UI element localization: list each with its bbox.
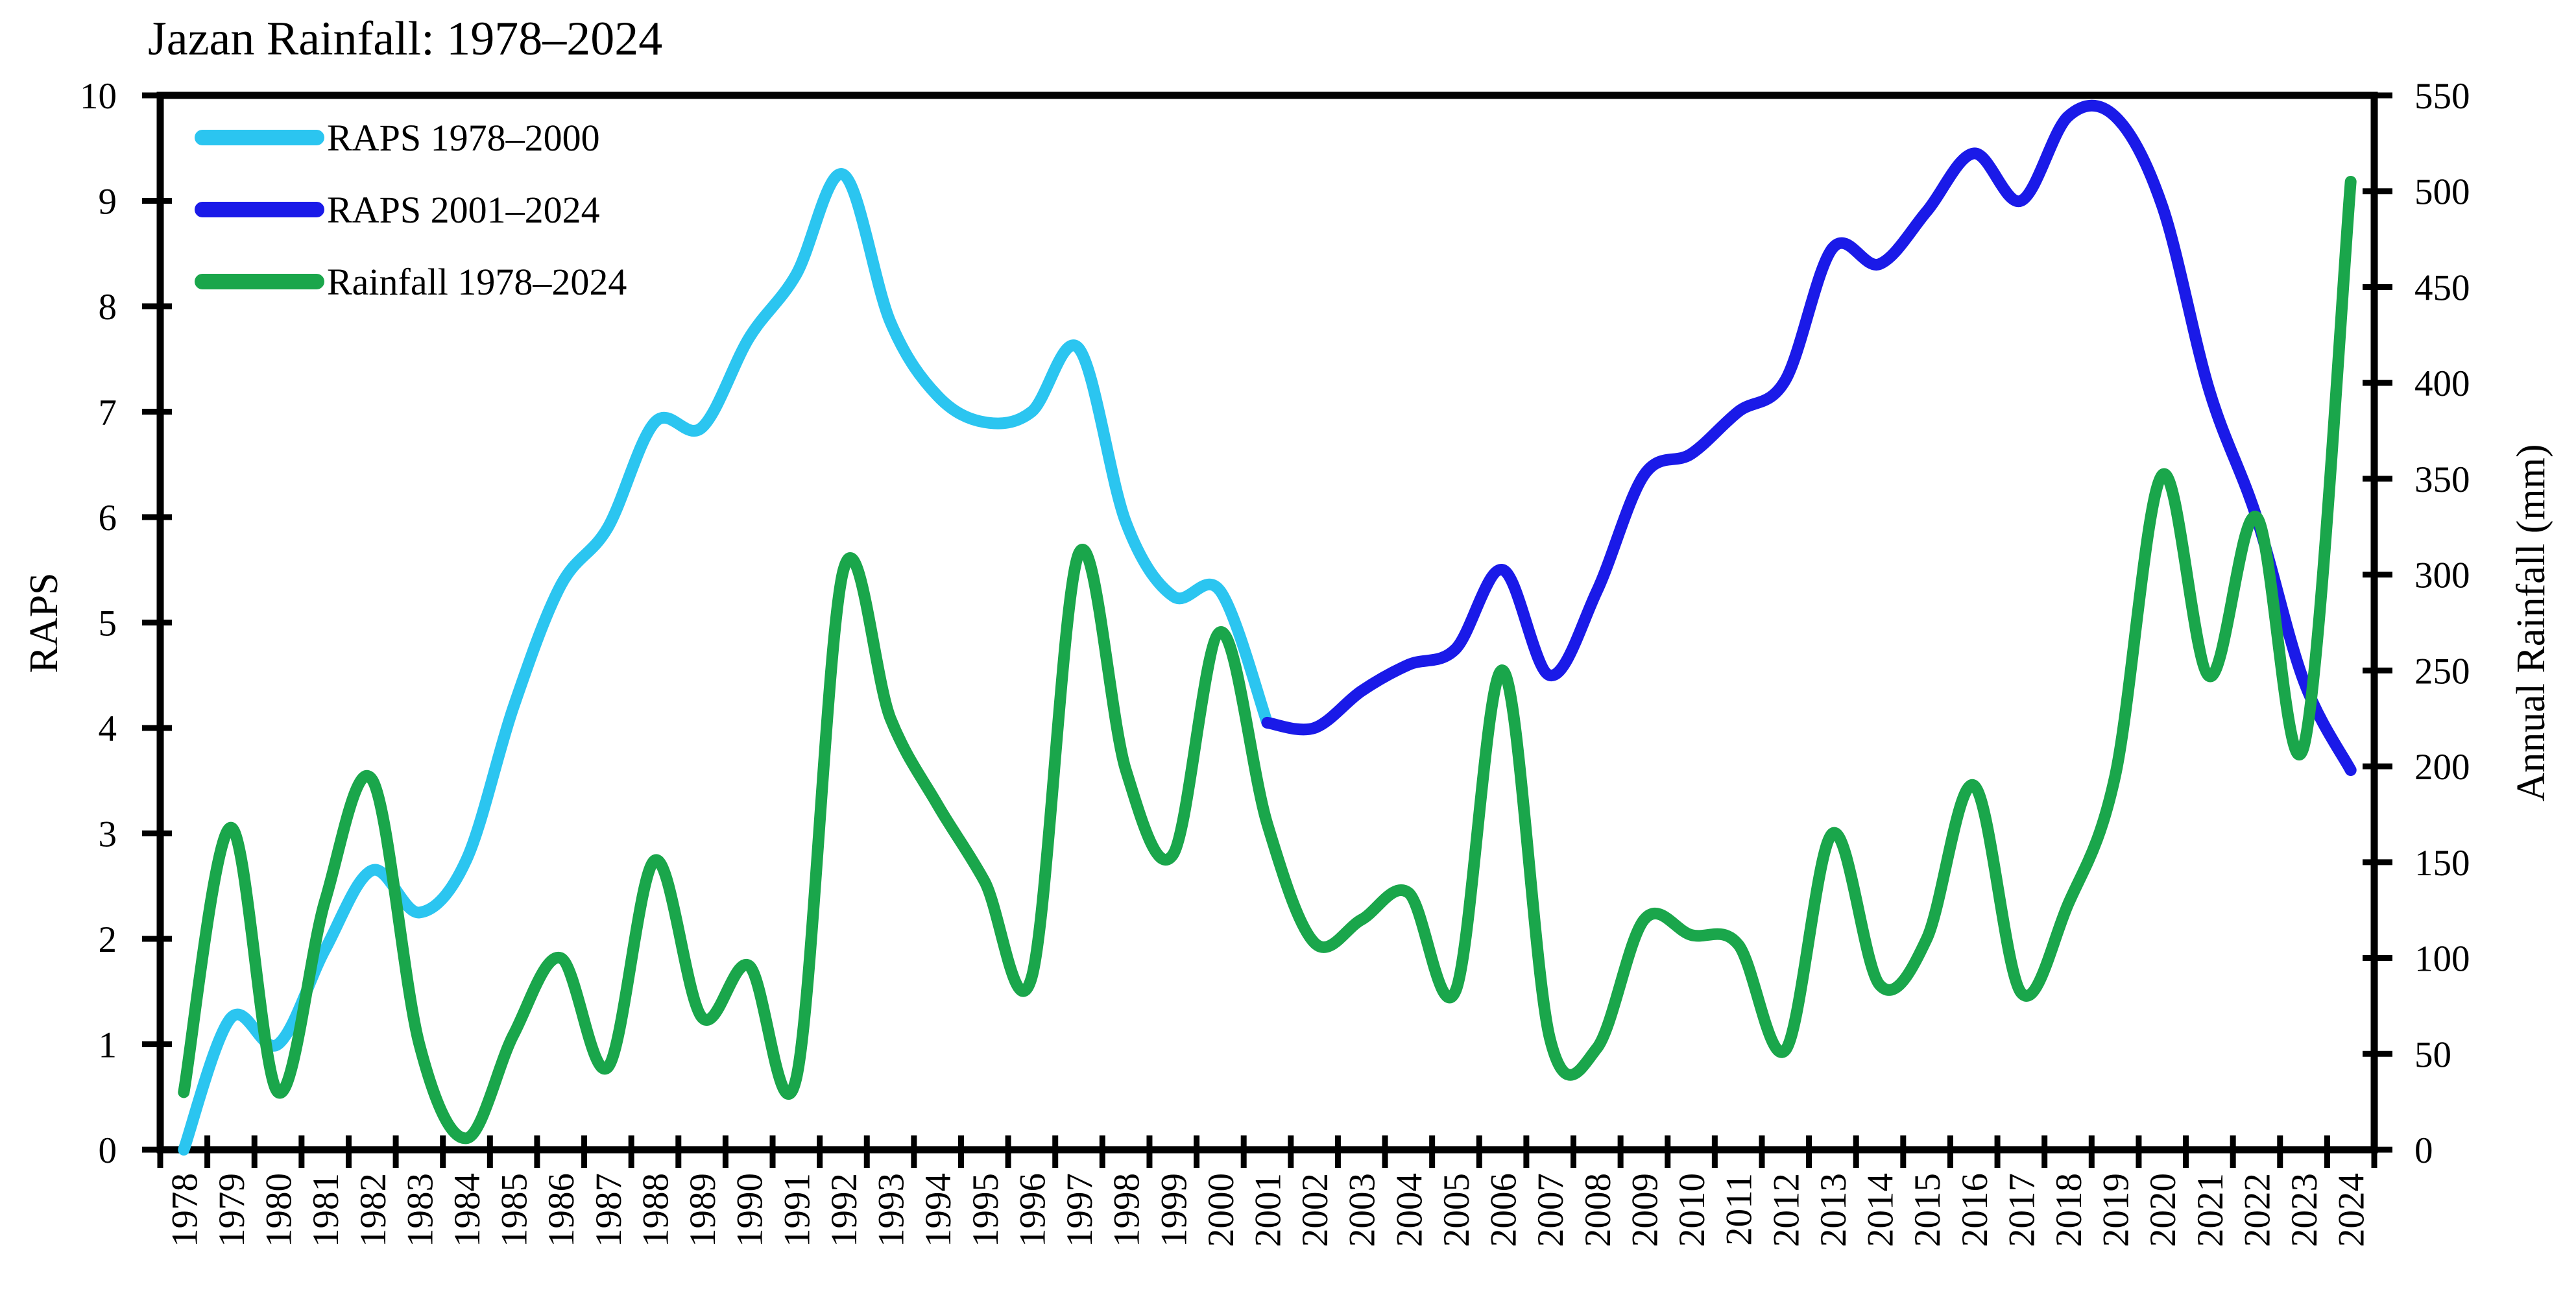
- year-label: 1981: [306, 1173, 346, 1247]
- year-label: 2020: [2143, 1173, 2184, 1247]
- right-tick-label: 200: [2414, 747, 2470, 788]
- year-label: 2024: [2331, 1173, 2372, 1247]
- legend-label-raps-1978-2000: RAPS 1978–2000: [327, 117, 600, 159]
- left-tick-label: 1: [99, 1025, 117, 1066]
- year-label: 2006: [1484, 1173, 1524, 1247]
- year-label: 2011: [1719, 1173, 1760, 1246]
- year-label: 2001: [1248, 1173, 1289, 1247]
- raps-1978-2000-line: [178, 168, 1273, 1156]
- year-label: 2015: [1907, 1173, 1948, 1247]
- year-label: 2017: [2001, 1173, 2042, 1247]
- year-label: 1987: [588, 1173, 629, 1247]
- right-tick-label: 100: [2414, 939, 2470, 980]
- chart-title: Jazan Rainfall: 1978–2024: [148, 12, 662, 66]
- year-label: 1991: [776, 1173, 817, 1247]
- left-tick-label: 7: [99, 393, 117, 433]
- year-label: 2008: [1578, 1173, 1619, 1247]
- year-label: 1983: [400, 1173, 440, 1247]
- year-label: 1980: [259, 1173, 300, 1247]
- year-label: 2014: [1860, 1173, 1901, 1247]
- year-label: 1993: [871, 1173, 912, 1247]
- data-series: [178, 99, 2357, 1156]
- right-tick-label: 500: [2414, 172, 2470, 213]
- year-label: 2016: [1955, 1173, 1995, 1247]
- right-tick-label: 400: [2414, 363, 2470, 404]
- right-tick-label: 550: [2414, 76, 2470, 117]
- left-tick-label: 3: [99, 814, 117, 855]
- year-label: 1985: [494, 1173, 535, 1247]
- right-tick-label: 50: [2414, 1034, 2451, 1075]
- year-label: 2013: [1813, 1173, 1854, 1247]
- x-axis-ticks: [157, 1135, 2377, 1168]
- year-label: 1984: [447, 1173, 488, 1247]
- year-label: 1988: [635, 1173, 676, 1247]
- left-axis-tick-labels: 0 1 2 3 4 5 6 7 8 9 10: [80, 76, 117, 1171]
- right-axis-tick-labels: 0 50 100 150 200 250 300 350 400 450 500 550: [2414, 76, 2470, 1171]
- year-label: 2021: [2190, 1173, 2231, 1247]
- year-label: 1994: [918, 1173, 959, 1247]
- year-label: 1998: [1107, 1173, 1148, 1247]
- right-tick-label: 250: [2414, 651, 2470, 692]
- right-tick-label: 150: [2414, 843, 2470, 884]
- year-label: 2007: [1530, 1173, 1571, 1247]
- right-axis-title: Annual Rainfall (mm): [2509, 444, 2553, 802]
- left-tick-label: 6: [99, 498, 117, 539]
- year-label: 1982: [353, 1173, 394, 1247]
- legend-label-raps-2001-2024: RAPS 2001–2024: [327, 189, 600, 231]
- legend: RAPS 1978–2000 RAPS 2001–2024 Rainfall 1…: [195, 117, 627, 303]
- year-label: 2009: [1624, 1173, 1665, 1247]
- year-label: 1979: [211, 1173, 252, 1247]
- year-label: 2022: [2237, 1173, 2278, 1247]
- year-label: 1989: [682, 1173, 723, 1247]
- year-label: 2005: [1436, 1173, 1477, 1247]
- year-label: 1999: [1153, 1173, 1194, 1247]
- year-label: 1996: [1012, 1173, 1053, 1247]
- year-label: 1995: [965, 1173, 1006, 1247]
- year-label: 2012: [1766, 1173, 1807, 1247]
- year-label: 2002: [1295, 1173, 1336, 1247]
- year-label: 2010: [1672, 1173, 1713, 1247]
- left-tick-label: 2: [99, 919, 117, 960]
- right-tick-label: 0: [2414, 1130, 2433, 1171]
- year-label: 2018: [2049, 1173, 2089, 1247]
- year-label: 2019: [2096, 1173, 2137, 1247]
- x-axis-year-labels: 1978 1979 1980 1981 1982 1983 1984 1985 1986 1987…: [164, 1173, 2372, 1247]
- legend-label-rainfall: Rainfall 1978–2024: [327, 261, 627, 303]
- year-label: 1990: [730, 1173, 771, 1247]
- left-tick-label: 8: [99, 287, 117, 328]
- year-label: 2003: [1342, 1173, 1383, 1247]
- plot-border: [156, 91, 2378, 1154]
- right-tick-label: 350: [2414, 459, 2470, 500]
- rainfall-line: [178, 176, 2357, 1145]
- raps-2001-2024-line: [1261, 99, 2357, 776]
- year-label: 1978: [164, 1173, 205, 1247]
- left-tick-label: 9: [99, 182, 117, 223]
- year-label: 1992: [824, 1173, 865, 1247]
- year-label: 1986: [541, 1173, 582, 1247]
- right-axis-ticks: [2363, 92, 2392, 1153]
- right-tick-label: 300: [2414, 555, 2470, 596]
- left-tick-label: 0: [99, 1130, 117, 1171]
- left-tick-label: 10: [80, 76, 117, 117]
- left-tick-label: 5: [99, 603, 117, 644]
- left-axis-title: RAPS: [22, 572, 66, 673]
- right-tick-label: 450: [2414, 267, 2470, 308]
- year-label: 1997: [1059, 1173, 1100, 1247]
- year-label: 2023: [2284, 1173, 2325, 1247]
- year-label: 2004: [1389, 1173, 1430, 1247]
- left-tick-label: 4: [99, 709, 117, 749]
- year-label: 2000: [1201, 1173, 1242, 1247]
- left-axis-ticks: [142, 92, 172, 1153]
